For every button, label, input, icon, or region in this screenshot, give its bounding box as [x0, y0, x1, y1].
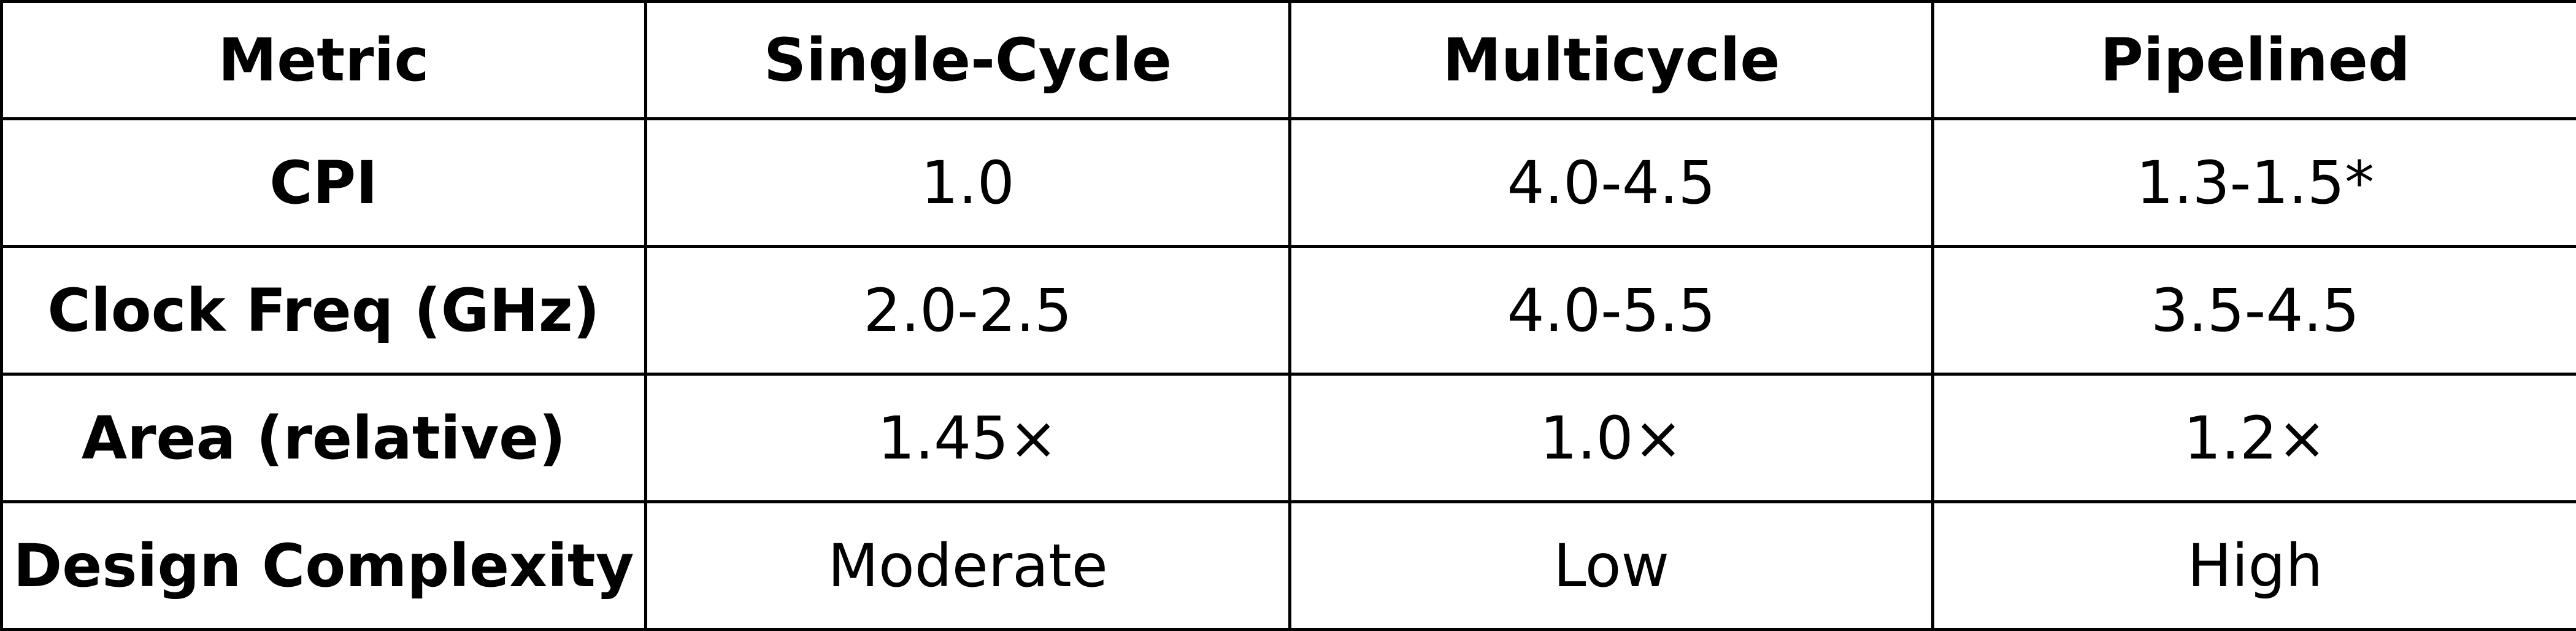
- cell-area-single-cycle: 1.45×: [646, 374, 1290, 502]
- cell-cpi-single-cycle: 1.0: [646, 119, 1290, 247]
- cell-area-pipelined: 1.2×: [1933, 374, 2576, 502]
- header-multicycle: Multicycle: [1290, 2, 1933, 119]
- cell-design-complexity-single-cycle: Moderate: [646, 502, 1290, 630]
- table-row-area: Area (relative) 1.45× 1.0× 1.2×: [2, 374, 2576, 502]
- row-label-design-complexity: Design Complexity: [2, 502, 646, 630]
- header-pipelined: Pipelined: [1933, 2, 2576, 119]
- row-label-area: Area (relative): [2, 374, 646, 502]
- row-label-clock-freq: Clock Freq (GHz): [2, 247, 646, 374]
- cell-clock-freq-pipelined: 3.5-4.5: [1933, 247, 2576, 374]
- table-row-design-complexity: Design Complexity Moderate Low High: [2, 502, 2576, 630]
- cell-design-complexity-pipelined: High: [1933, 502, 2576, 630]
- header-single-cycle: Single-Cycle: [646, 2, 1290, 119]
- cell-cpi-pipelined: 1.3-1.5*: [1933, 119, 2576, 247]
- header-row: Metric Single-Cycle Multicycle Pipelined: [2, 2, 2576, 119]
- cell-clock-freq-single-cycle: 2.0-2.5: [646, 247, 1290, 374]
- header-metric: Metric: [2, 2, 646, 119]
- cell-clock-freq-multicycle: 4.0-5.5: [1290, 247, 1933, 374]
- cell-area-multicycle: 1.0×: [1290, 374, 1933, 502]
- row-label-cpi: CPI: [2, 119, 646, 247]
- table-row-cpi: CPI 1.0 4.0-4.5 1.3-1.5*: [2, 119, 2576, 247]
- cell-cpi-multicycle: 4.0-4.5: [1290, 119, 1933, 247]
- cell-design-complexity-multicycle: Low: [1290, 502, 1933, 630]
- table-row-clock-freq: Clock Freq (GHz) 2.0-2.5 4.0-5.5 3.5-4.5: [2, 247, 2576, 374]
